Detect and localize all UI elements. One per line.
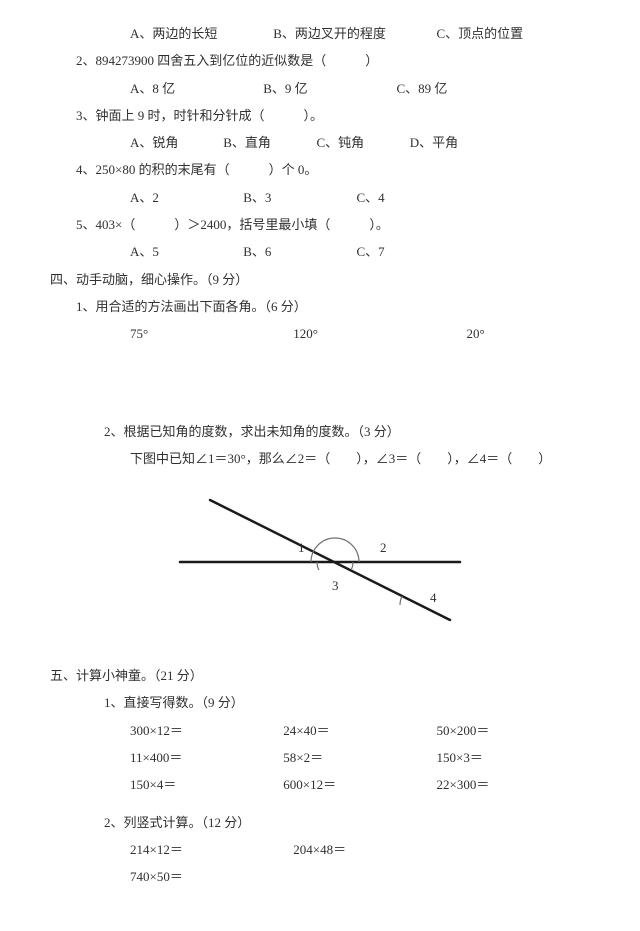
calc-300x12: 300×12＝ [130, 717, 280, 744]
q2-options: A、8 亿 B、9 亿 C、89 亿 [50, 75, 590, 102]
q3-opt-b: B、直角 [223, 129, 313, 156]
angle-row: 75° 120° 20° [50, 320, 590, 347]
calc-58x2: 58×2＝ [283, 744, 433, 771]
gap [50, 799, 590, 809]
q3-opt-a: A、锐角 [130, 129, 220, 156]
calc-50x200: 50×200＝ [437, 717, 587, 744]
calc-740x50: 740×50＝ [130, 863, 290, 890]
section5-title: 五、计算小神童。（21 分） [50, 662, 590, 689]
svg-text:1: 1 [298, 540, 305, 555]
q5-opt-a: A、5 [130, 238, 240, 265]
svg-text:4: 4 [430, 590, 437, 605]
calc-24x40: 24×40＝ [283, 717, 433, 744]
calc-204x48: 204×48＝ [293, 836, 453, 863]
section4-p2b: 下图中已知∠1＝30°，那么∠2＝（ ），∠3＝（ ），∠4＝（ ） [50, 445, 590, 472]
section4-title: 四、动手动脑，细心操作。（9 分） [50, 266, 590, 293]
calc-22x300: 22×300＝ [437, 771, 587, 798]
drawing-space [50, 348, 590, 418]
q4-options: A、2 B、3 C、4 [50, 184, 590, 211]
angle-20: 20° [467, 320, 485, 347]
q3-stem: 3、钟面上 9 时，时针和分针成（ ）。 [50, 102, 590, 129]
q5-options: A、5 B、6 C、7 [50, 238, 590, 265]
section5-p1: 1、直接写得数。（9 分） [50, 689, 590, 716]
angle-120: 120° [293, 320, 463, 347]
q5-opt-c: C、7 [357, 238, 385, 265]
q1-opt-c: C、顶点的位置 [437, 20, 524, 47]
q3-options: A、锐角 B、直角 C、钝角 D、平角 [50, 129, 590, 156]
q4-opt-c: C、4 [357, 184, 385, 211]
mental-row3: 150×4＝ 600×12＝ 22×300＝ [50, 771, 590, 798]
q5-stem: 5、403×（ ）＞2400，括号里最小填（ ）。 [50, 211, 590, 238]
q5-opt-b: B、6 [243, 238, 353, 265]
q1-opt-a: A、两边的长短 [130, 20, 270, 47]
angle-75: 75° [130, 320, 290, 347]
q4-stem: 4、250×80 的积的末尾有（ ）个 0。 [50, 156, 590, 183]
calc-150x4: 150×4＝ [130, 771, 280, 798]
q3-opt-c: C、钝角 [317, 129, 407, 156]
q2-stem: 2、894273900 四舍五入到亿位的近似数是（ ） [50, 47, 590, 74]
calc-600x12: 600×12＝ [283, 771, 433, 798]
mental-row1: 300×12＝ 24×40＝ 50×200＝ [50, 717, 590, 744]
q4-opt-a: A、2 [130, 184, 240, 211]
section4-p2: 2、根据已知角的度数，求出未知角的度数。（3 分） [50, 418, 590, 445]
exam-page: A、两边的长短 B、两边叉开的程度 C、顶点的位置 2、894273900 四舍… [0, 0, 640, 931]
q2-opt-c: C、89 亿 [397, 75, 448, 102]
q3-opt-d: D、平角 [410, 129, 458, 156]
q2-opt-a: A、8 亿 [130, 75, 260, 102]
calc-150x3: 150×3＝ [437, 744, 587, 771]
angle-diagram: 1 2 3 4 [170, 482, 470, 632]
vertical-row1: 214×12＝ 204×48＝ 740×50＝ [50, 836, 590, 891]
q1-opt-b: B、两边叉开的程度 [273, 20, 433, 47]
q4-opt-b: B、3 [243, 184, 353, 211]
calc-214x12: 214×12＝ [130, 836, 290, 863]
section5-p2: 2、列竖式计算。（12 分） [50, 809, 590, 836]
calc-11x400: 11×400＝ [130, 744, 280, 771]
svg-text:2: 2 [380, 540, 387, 555]
q2-opt-b: B、9 亿 [263, 75, 393, 102]
mental-row2: 11×400＝ 58×2＝ 150×3＝ [50, 744, 590, 771]
svg-text:3: 3 [332, 578, 339, 593]
section4-p1: 1、用合适的方法画出下面各角。（6 分） [50, 293, 590, 320]
q1-options: A、两边的长短 B、两边叉开的程度 C、顶点的位置 [50, 20, 590, 47]
